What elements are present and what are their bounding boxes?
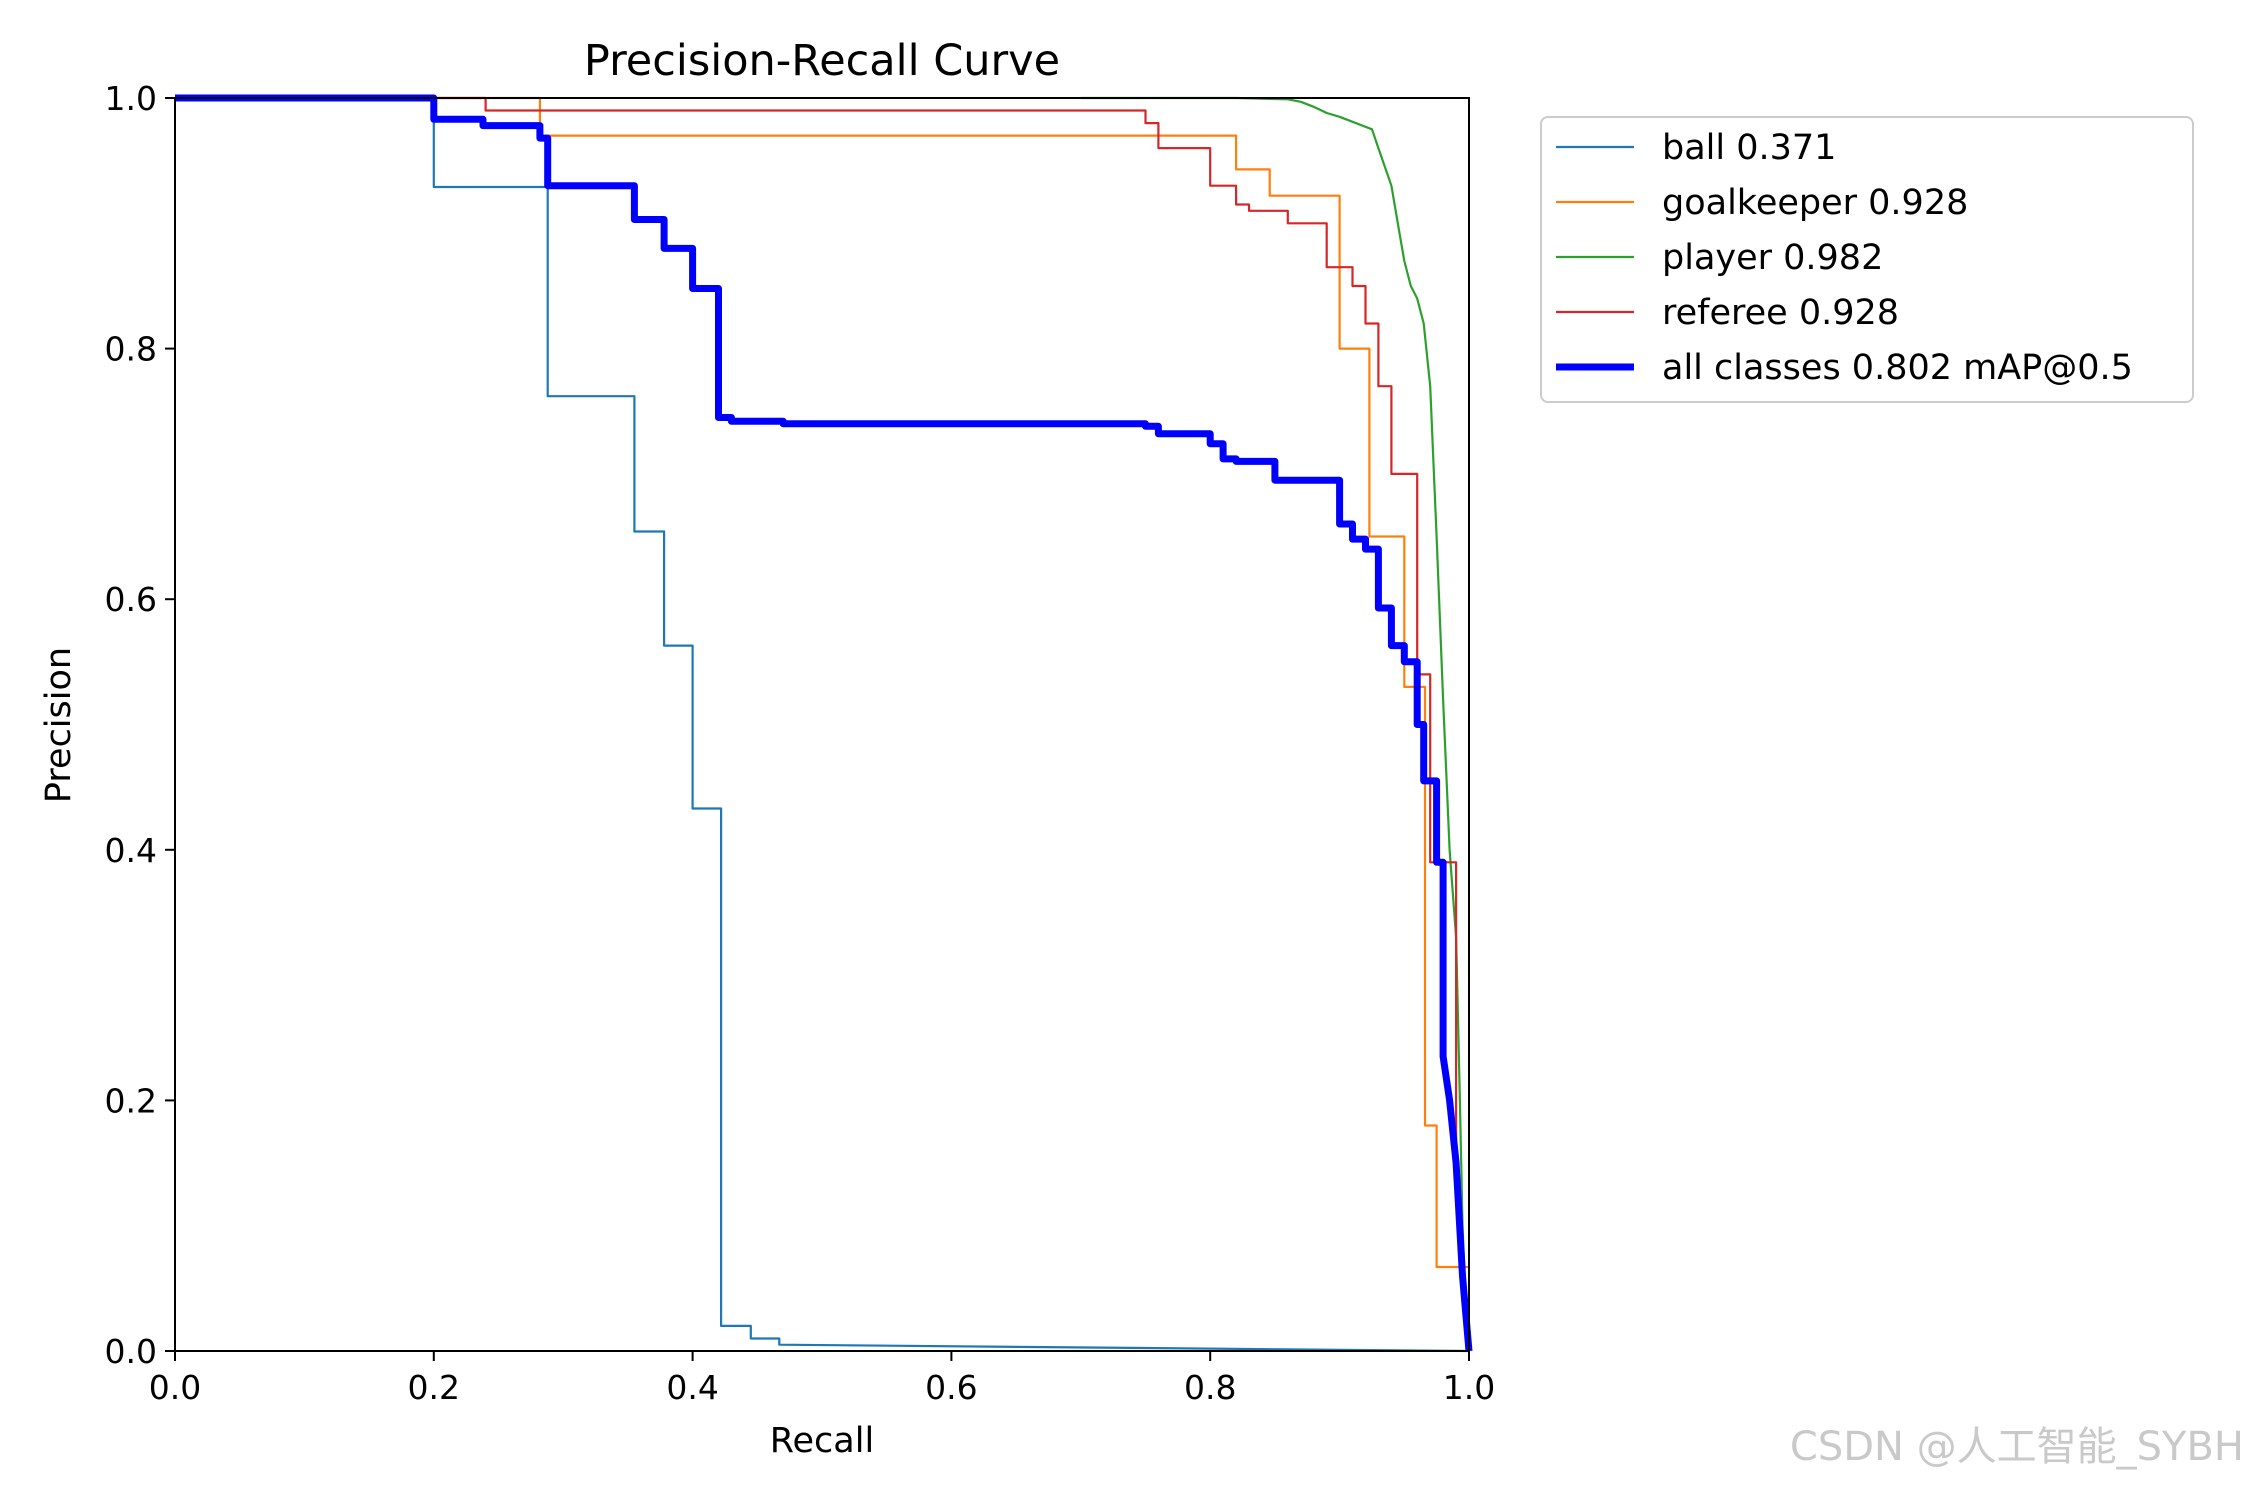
x-tick-label: 0.2 bbox=[408, 1368, 460, 1407]
x-tick-label: 1.0 bbox=[1443, 1368, 1495, 1407]
y-tick-label: 0.4 bbox=[105, 831, 157, 870]
series-line-all bbox=[175, 94, 1473, 1352]
y-tick-label: 0.6 bbox=[105, 580, 157, 619]
watermark: CSDN @人工智能_SYBH bbox=[1789, 1424, 2244, 1470]
legend-frame bbox=[1540, 116, 2194, 403]
y-axis-ticks: 0.0 0.2 0.4 0.6 0.8 1.0 bbox=[105, 79, 175, 1371]
y-tick-label: 0.0 bbox=[105, 1332, 157, 1371]
legend: ball 0.371 goalkeeper 0.928 player 0.982 re… bbox=[1540, 116, 2194, 403]
x-tick-label: 0.8 bbox=[1184, 1368, 1236, 1407]
y-axis-label: Precision bbox=[39, 647, 79, 803]
y-tick-label: 0.8 bbox=[105, 330, 157, 369]
legend-label-goalkeeper: goalkeeper 0.928 bbox=[1662, 183, 1968, 223]
series-line-ball bbox=[175, 96, 1470, 1353]
plot-frame bbox=[174, 97, 1470, 1352]
legend-label-player: player 0.982 bbox=[1662, 238, 1883, 278]
y-tick-label: 1.0 bbox=[105, 79, 157, 118]
y-tick-label: 0.2 bbox=[105, 1081, 157, 1120]
x-axis-ticks: 0.0 0.2 0.4 0.6 0.8 1.0 bbox=[149, 1351, 1495, 1407]
legend-label-all: all classes 0.802 mAP@0.5 bbox=[1662, 348, 2133, 388]
chart-title: Precision-Recall Curve bbox=[584, 36, 1060, 86]
curves-layer bbox=[175, 94, 1473, 1353]
x-tick-label: 0.0 bbox=[149, 1368, 201, 1407]
series-line-player bbox=[1080, 96, 1471, 1352]
series-line-referee bbox=[175, 96, 1471, 1352]
series-line-goalkeeper bbox=[175, 96, 1469, 1269]
legend-label-ball: ball 0.371 bbox=[1662, 128, 1836, 168]
x-tick-label: 0.6 bbox=[925, 1368, 977, 1407]
legend-label-referee: referee 0.928 bbox=[1662, 293, 1899, 333]
x-tick-label: 0.4 bbox=[666, 1368, 718, 1407]
x-axis-label: Recall bbox=[770, 1421, 874, 1461]
